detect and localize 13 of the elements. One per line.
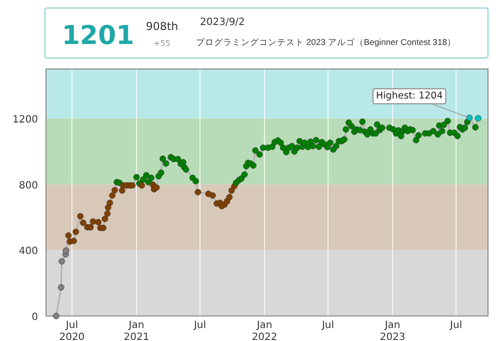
- annotation: Highest: 1204: [376, 90, 443, 102]
- y-tick-label: 800: [18, 180, 38, 192]
- x-tick-label: Jul 2020: [59, 320, 85, 341]
- header: 1201 908th +55 2023/9/2 プログラミングコンテスト 2023 アルゴ（Beginner Contest 318）: [44, 8, 488, 58]
- x-tick-label: Jul: [321, 320, 334, 331]
- x-tick-label: Jan 2023: [380, 320, 406, 341]
- x-tick-label: Jul: [192, 320, 206, 331]
- y-tick-label: 400: [18, 246, 38, 258]
- y-tick-label: 0: [32, 312, 38, 323]
- x-tick-label: Jul: [449, 320, 462, 331]
- x-tick-label: Jan 2021: [124, 320, 150, 341]
- y-tick-label: 1200: [12, 114, 38, 126]
- x-tick-label: Jan 2022: [252, 320, 278, 341]
